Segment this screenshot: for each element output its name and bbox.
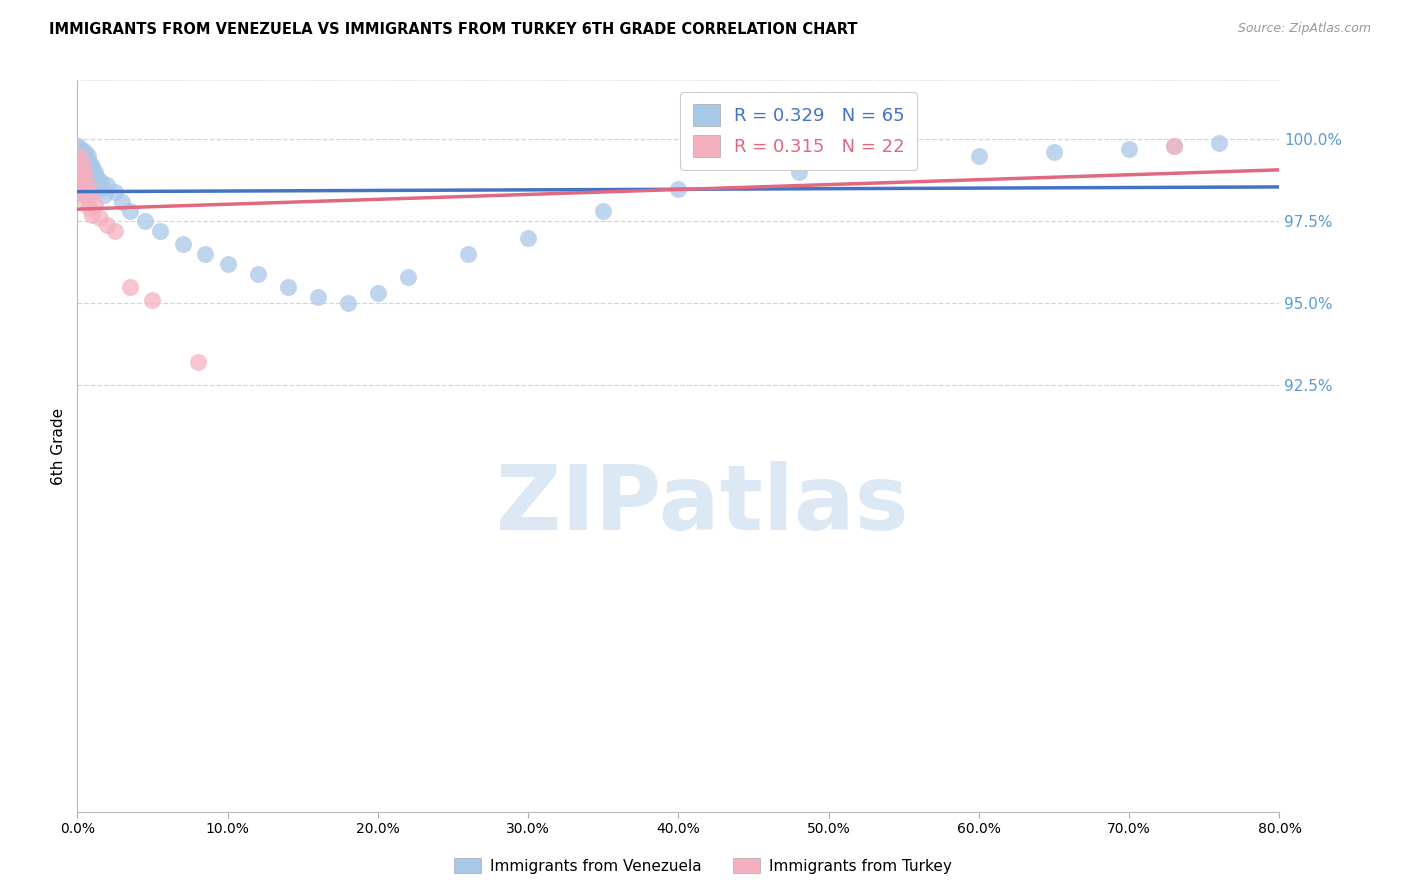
Point bbox=[70, 171, 93, 186]
Point bbox=[96, 178, 118, 193]
Point bbox=[73, 169, 96, 183]
Point bbox=[67, 139, 90, 153]
Point bbox=[172, 237, 194, 252]
Point bbox=[70, 165, 93, 179]
Point bbox=[76, 149, 98, 163]
Point bbox=[668, 181, 690, 195]
Point bbox=[75, 194, 97, 209]
Point bbox=[69, 165, 91, 179]
Point bbox=[69, 185, 91, 199]
Point bbox=[194, 247, 217, 261]
Point bbox=[72, 169, 94, 183]
Point bbox=[70, 142, 93, 156]
Point bbox=[75, 178, 97, 193]
Text: Source: ZipAtlas.com: Source: ZipAtlas.com bbox=[1237, 22, 1371, 36]
Point bbox=[1163, 139, 1185, 153]
Point bbox=[86, 178, 108, 193]
Point bbox=[79, 155, 101, 169]
Point bbox=[134, 214, 156, 228]
Point bbox=[592, 204, 614, 219]
Point bbox=[96, 218, 118, 232]
Point bbox=[72, 159, 94, 173]
Point bbox=[67, 149, 90, 163]
Point bbox=[70, 155, 93, 169]
Point bbox=[69, 145, 91, 160]
Point bbox=[967, 149, 990, 163]
Point bbox=[73, 145, 96, 160]
Point bbox=[79, 201, 101, 215]
Point bbox=[76, 159, 98, 173]
Point bbox=[79, 181, 101, 195]
Point bbox=[82, 208, 104, 222]
Point bbox=[93, 188, 115, 202]
Point bbox=[72, 149, 94, 163]
Point bbox=[75, 152, 97, 166]
Point bbox=[787, 165, 810, 179]
Point bbox=[77, 165, 100, 179]
Point bbox=[277, 280, 299, 294]
Point bbox=[82, 175, 104, 189]
Point bbox=[90, 175, 112, 189]
Point bbox=[72, 181, 94, 195]
Text: IMMIGRANTS FROM VENEZUELA VS IMMIGRANTS FROM TURKEY 6TH GRADE CORRELATION CHART: IMMIGRANTS FROM VENEZUELA VS IMMIGRANTS … bbox=[49, 22, 858, 37]
Legend: Immigrants from Venezuela, Immigrants from Turkey: Immigrants from Venezuela, Immigrants fr… bbox=[447, 852, 959, 880]
Point bbox=[149, 224, 172, 238]
Point bbox=[141, 293, 163, 307]
Point bbox=[80, 188, 103, 202]
Legend: R = 0.329   N = 65, R = 0.315   N = 22: R = 0.329 N = 65, R = 0.315 N = 22 bbox=[681, 92, 917, 169]
Y-axis label: 6th Grade: 6th Grade bbox=[51, 408, 66, 484]
Point bbox=[84, 165, 107, 179]
Point bbox=[72, 159, 94, 173]
Point bbox=[83, 169, 105, 183]
Point bbox=[187, 355, 209, 369]
Point bbox=[69, 152, 91, 166]
Point bbox=[67, 159, 90, 173]
Point bbox=[246, 267, 269, 281]
Text: ZIPatlas: ZIPatlas bbox=[496, 460, 908, 549]
Point bbox=[67, 155, 90, 169]
Point bbox=[76, 178, 98, 193]
Point bbox=[73, 165, 96, 179]
Point bbox=[336, 296, 359, 310]
Point bbox=[396, 270, 419, 285]
Point bbox=[217, 257, 239, 271]
Point bbox=[70, 161, 93, 176]
Point bbox=[307, 290, 329, 304]
Point bbox=[1163, 139, 1185, 153]
Point bbox=[367, 286, 389, 301]
Point bbox=[72, 181, 94, 195]
Point bbox=[457, 247, 479, 261]
Point bbox=[87, 171, 110, 186]
Point bbox=[118, 204, 141, 219]
Point bbox=[73, 175, 96, 189]
Point bbox=[67, 175, 90, 189]
Point bbox=[893, 155, 915, 169]
Point bbox=[1043, 145, 1066, 160]
Point bbox=[70, 178, 93, 193]
Point bbox=[517, 231, 540, 245]
Point bbox=[89, 181, 111, 195]
Point bbox=[84, 198, 107, 212]
Point bbox=[73, 188, 96, 202]
Point bbox=[80, 185, 103, 199]
Point bbox=[69, 171, 91, 186]
Point bbox=[82, 159, 104, 173]
Point bbox=[1118, 142, 1140, 156]
Point bbox=[75, 161, 97, 176]
Point bbox=[89, 211, 111, 225]
Point bbox=[118, 280, 141, 294]
Point bbox=[1208, 136, 1230, 150]
Point bbox=[104, 185, 127, 199]
Point bbox=[104, 224, 127, 238]
Point bbox=[76, 171, 98, 186]
Point bbox=[80, 161, 103, 176]
Point bbox=[111, 194, 134, 209]
Point bbox=[69, 149, 91, 163]
